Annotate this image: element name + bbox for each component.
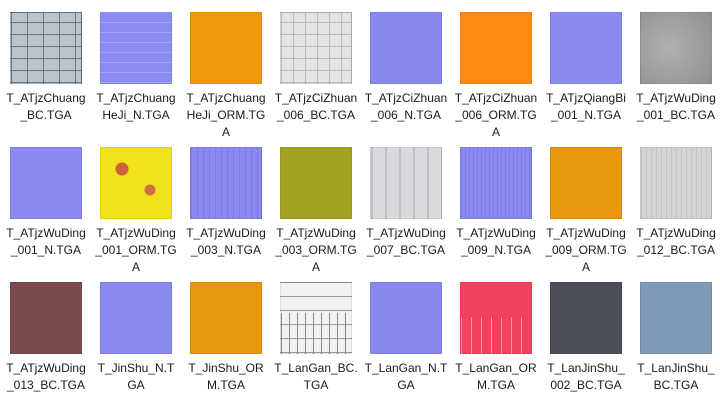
- thumbnail: [640, 12, 712, 84]
- file-name: T_ATjzQiangBi_001_N.TGA: [546, 91, 626, 122]
- thumbnail: [460, 282, 532, 354]
- thumbnail: [190, 147, 262, 219]
- file-name: T_ATjzWuDing_009_ORM.TGA: [545, 226, 627, 274]
- file-item[interactable]: T_JinShu_N.TGA: [92, 282, 180, 394]
- file-name: T_ATjzWuDing_013_BC.TGA: [6, 361, 86, 392]
- file-item[interactable]: T_ATjzWuDing_001_N.TGA: [2, 147, 90, 259]
- file-name: T_LanGan_ORM.TGA: [455, 361, 537, 392]
- file-item[interactable]: T_ATjzWuDing_003_ORM.TGA: [272, 147, 360, 276]
- thumbnail: [370, 147, 442, 219]
- file-name: T_LanGan_N.TGA: [364, 361, 448, 392]
- thumbnail: [550, 282, 622, 354]
- file-item[interactable]: T_ATjzWuDing_009_ORM.TGA: [542, 147, 630, 276]
- file-item[interactable]: T_ATjzQiangBi_001_N.TGA: [542, 12, 630, 124]
- file-name: T_ATjzCiZhuan_006_N.TGA: [364, 91, 448, 122]
- thumbnail: [640, 147, 712, 219]
- thumbnail: [190, 282, 262, 354]
- file-item[interactable]: T_JinShu_ORM.TGA: [182, 282, 270, 394]
- file-item[interactable]: T_ATjzWuDing_001_BC.TGA: [632, 12, 720, 124]
- file-name: T_ATjzChuangHeJi_ORM.TGA: [186, 91, 266, 139]
- file-item[interactable]: T_LanJinShu_BC.TGA: [632, 282, 720, 394]
- file-item[interactable]: T_LanGan_BC.TGA: [272, 282, 360, 394]
- file-name: T_LanJinShu_BC.TGA: [637, 361, 715, 392]
- thumbnail: [100, 147, 172, 219]
- thumbnail: [550, 12, 622, 84]
- file-name: T_ATjzWuDing_001_BC.TGA: [636, 91, 716, 122]
- file-item[interactable]: T_ATjzCiZhuan_006_N.TGA: [362, 12, 450, 124]
- file-item[interactable]: T_ATjzChuangHeJi_ORM.TGA: [182, 12, 270, 141]
- file-item[interactable]: T_ATjzChuangHeJi_N.TGA: [92, 12, 180, 124]
- thumbnail: [280, 12, 352, 84]
- thumbnail: [550, 147, 622, 219]
- thumbnail: [190, 12, 262, 84]
- thumbnail: [280, 147, 352, 219]
- thumbnail: [100, 12, 172, 84]
- file-name: T_ATjzWuDing_012_BC.TGA: [636, 226, 716, 257]
- file-name: T_ATjzChuang_BC.TGA: [6, 91, 86, 122]
- file-name: T_ATjzWuDing_003_ORM.TGA: [275, 226, 357, 274]
- file-name: T_ATjzWuDing_007_BC.TGA: [366, 226, 446, 257]
- file-item[interactable]: T_ATjzCiZhuan_006_ORM.TGA: [452, 12, 540, 141]
- file-item[interactable]: T_ATjzWuDing_009_N.TGA: [452, 147, 540, 259]
- file-name: T_ATjzWuDing_001_ORM.TGA: [95, 226, 177, 274]
- file-item[interactable]: T_ATjzWuDing_013_BC.TGA: [2, 282, 90, 394]
- file-name: T_ATjzWuDing_009_N.TGA: [456, 226, 536, 257]
- file-name: T_ATjzCiZhuan_006_ORM.TGA: [454, 91, 538, 139]
- file-item[interactable]: T_ATjzWuDing_003_N.TGA: [182, 147, 270, 259]
- thumbnail: [10, 12, 82, 84]
- file-name: T_LanJinShu_002_BC.TGA: [547, 361, 625, 392]
- file-name: T_JinShu_ORM.TGA: [188, 361, 264, 392]
- thumbnail: [370, 12, 442, 84]
- file-name: T_ATjzCiZhuan_006_BC.TGA: [274, 91, 358, 122]
- file-item[interactable]: T_ATjzWuDing_012_BC.TGA: [632, 147, 720, 259]
- file-item[interactable]: T_ATjzChuang_BC.TGA: [2, 12, 90, 124]
- thumbnail: [640, 282, 712, 354]
- file-item[interactable]: T_LanJinShu_002_BC.TGA: [542, 282, 630, 394]
- thumbnail: [100, 282, 172, 354]
- file-name: T_JinShu_N.TGA: [97, 361, 175, 392]
- thumbnail: [370, 282, 442, 354]
- file-item[interactable]: T_LanGan_N.TGA: [362, 282, 450, 394]
- thumbnail: [10, 147, 82, 219]
- file-name: T_LanGan_BC.TGA: [274, 361, 358, 392]
- thumbnail: [460, 147, 532, 219]
- file-item[interactable]: T_LanGan_ORM.TGA: [452, 282, 540, 394]
- file-name: T_ATjzWuDing_003_N.TGA: [186, 226, 266, 257]
- thumbnail: [460, 12, 532, 84]
- file-item[interactable]: T_ATjzCiZhuan_006_BC.TGA: [272, 12, 360, 124]
- file-name: T_ATjzWuDing_001_N.TGA: [6, 226, 86, 257]
- file-item[interactable]: T_ATjzWuDing_001_ORM.TGA: [92, 147, 180, 276]
- thumbnail: [10, 282, 82, 354]
- thumbnail: [280, 282, 352, 354]
- file-item[interactable]: T_ATjzWuDing_007_BC.TGA: [362, 147, 450, 259]
- file-name: T_ATjzChuangHeJi_N.TGA: [96, 91, 176, 122]
